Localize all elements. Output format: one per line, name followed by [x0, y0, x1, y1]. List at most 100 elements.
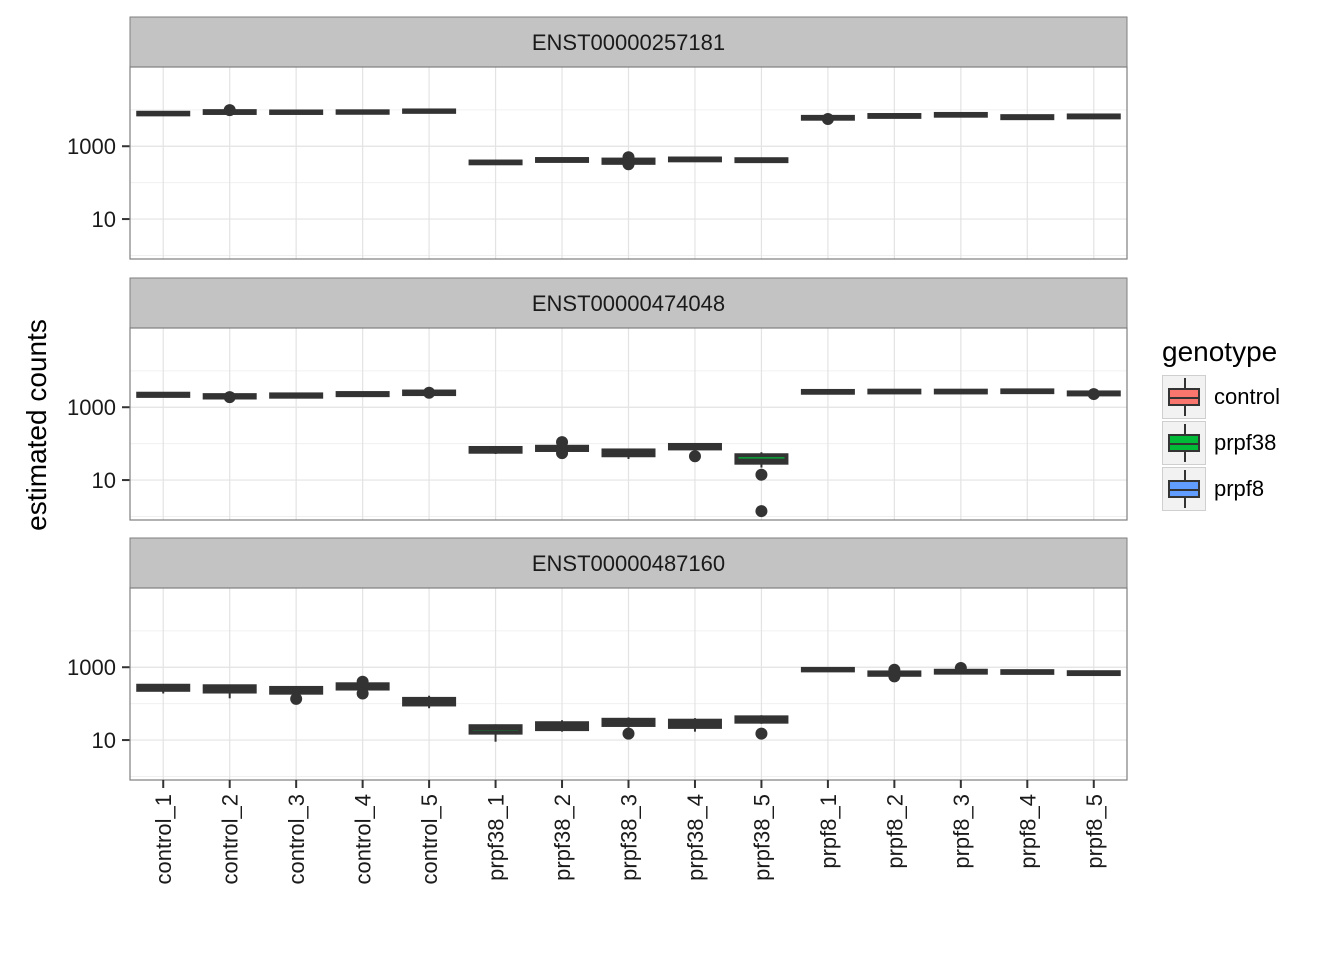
- x-tick-label: prpf8_1: [816, 794, 841, 869]
- box-prpf38_2: [535, 720, 590, 732]
- outlier-point: [356, 675, 369, 688]
- panel-border: [129, 327, 1128, 521]
- outlier-point: [755, 727, 768, 740]
- box-control_1: [136, 391, 191, 398]
- box-control_1: [136, 110, 191, 117]
- box-prpf8_2: [867, 663, 922, 683]
- box-prpf8_5: [1066, 670, 1121, 677]
- x-tick-label: control_3: [284, 794, 309, 885]
- box-control_4: [335, 675, 390, 700]
- x-tick-label: prpf8_5: [1082, 794, 1107, 869]
- panel-strip: [129, 537, 1128, 589]
- panel-title: ENST00000474048: [532, 291, 725, 316]
- panel-title: ENST00000487160: [532, 551, 725, 576]
- legend-label-prpf38: prpf38: [1214, 430, 1277, 455]
- outlier-point: [888, 663, 901, 676]
- box-prpf38_4: [667, 156, 722, 163]
- outlier-point: [423, 386, 436, 399]
- box-prpf38_1: [468, 159, 523, 166]
- box-prpf38_2: [535, 436, 590, 460]
- outlier-point: [821, 112, 834, 125]
- box-prpf8_5: [1066, 388, 1121, 401]
- box-prpf8_1: [800, 388, 855, 395]
- box-prpf8_4: [1000, 669, 1055, 675]
- box-control_2: [202, 104, 257, 117]
- box-prpf38_4: [667, 718, 722, 732]
- x-tick-label: control_4: [351, 794, 376, 885]
- box-control_3: [269, 392, 324, 399]
- box-control_2: [202, 684, 257, 699]
- y-tick-label: 1000: [67, 655, 116, 680]
- box-control_5: [402, 386, 457, 399]
- outlier-point: [223, 104, 236, 117]
- box-prpf38_3: [601, 448, 656, 459]
- y-tick-label: 10: [92, 468, 116, 493]
- x-tick-label: control_5: [417, 794, 442, 885]
- x-tick-label: control_1: [151, 794, 176, 885]
- x-tick-label: control_2: [218, 794, 243, 885]
- box-control_4: [335, 391, 390, 398]
- box-prpf8_1: [800, 112, 855, 125]
- x-tick-label: prpf38_5: [749, 794, 774, 881]
- box-control_5: [402, 695, 457, 709]
- panel-strip: [129, 16, 1128, 68]
- box-prpf38_4: [667, 442, 722, 463]
- x-tick-label: prpf38_3: [617, 794, 642, 881]
- y-tick-label: 10: [92, 728, 116, 753]
- outlier-point: [223, 391, 236, 404]
- box-control_1: [136, 683, 191, 694]
- panel-title: ENST00000257181: [532, 30, 725, 55]
- legend-item-prpf8: prpf8: [1162, 466, 1280, 512]
- y-tick-label: 1000: [67, 134, 116, 159]
- box-prpf8_3: [933, 111, 988, 118]
- outlier-point: [755, 505, 768, 518]
- legend-title: genotype: [1162, 336, 1278, 367]
- outlier-point: [622, 151, 635, 164]
- box-control_4: [335, 109, 390, 115]
- y-tick-label: 1000: [67, 395, 116, 420]
- box-prpf38_2: [535, 157, 590, 163]
- box-prpf8_4: [1000, 388, 1055, 395]
- outlier-point: [556, 447, 569, 460]
- x-tick-label: prpf8_4: [1015, 794, 1040, 869]
- outlier-point: [290, 692, 303, 705]
- box-control_3: [269, 685, 324, 705]
- box-prpf8_5: [1066, 113, 1121, 120]
- box-prpf38_5: [734, 715, 789, 740]
- box-prpf38_5: [734, 157, 789, 164]
- legend-item-control: control: [1162, 374, 1280, 420]
- box-control_2: [202, 391, 257, 404]
- outlier-point: [688, 450, 701, 463]
- box-prpf38_1: [468, 724, 523, 742]
- box-prpf8_2: [867, 113, 922, 119]
- legend-swatch-prpf8: [1168, 480, 1200, 498]
- x-tick-label: prpf38_4: [683, 794, 708, 881]
- outlier-point: [356, 687, 369, 700]
- box-prpf8_2: [867, 388, 922, 395]
- x-tick-label: prpf38_2: [550, 794, 575, 881]
- box-prpf8_4: [1000, 114, 1055, 121]
- panel-border: [129, 66, 1128, 260]
- box-prpf8_3: [933, 662, 988, 675]
- legend-key-prpf8: [1162, 467, 1206, 511]
- x-tick-label: prpf8_2: [882, 794, 907, 869]
- box-prpf38_3: [601, 717, 656, 740]
- outlier-point: [622, 727, 635, 740]
- legend-label-control: control: [1214, 384, 1281, 409]
- outlier-point: [954, 662, 967, 675]
- x-tick-label: prpf38_1: [484, 794, 509, 881]
- box-prpf8_3: [933, 388, 988, 395]
- box-prpf8_1: [800, 666, 855, 673]
- panel-strip: [129, 277, 1128, 329]
- box-prpf38_3: [601, 151, 656, 171]
- y-axis-label: estimated counts: [21, 319, 52, 531]
- legend-item-prpf38: prpf38: [1162, 420, 1280, 466]
- y-tick-label: 10: [92, 207, 116, 232]
- outlier-point: [1087, 388, 1100, 401]
- box-prpf38_1: [468, 445, 523, 454]
- legend: genotype control prpf38 prpf8: [1162, 336, 1280, 512]
- outlier-point: [755, 468, 768, 481]
- x-tick-label: prpf8_3: [949, 794, 974, 869]
- legend-key-prpf38: [1162, 421, 1206, 465]
